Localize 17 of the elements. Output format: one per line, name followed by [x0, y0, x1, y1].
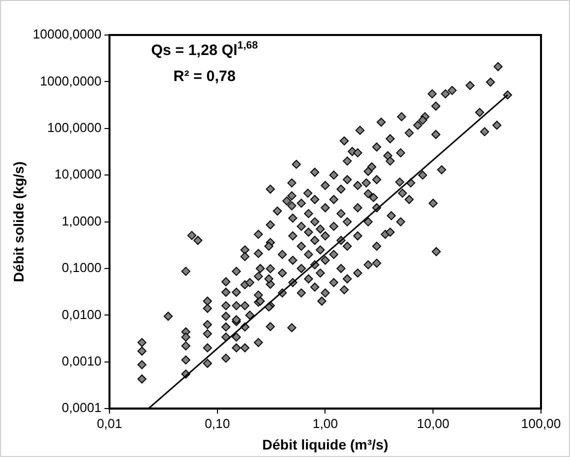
x-tick-label: 0,01: [96, 416, 122, 431]
y-tick-label: 10000,0000: [32, 26, 102, 42]
y-tick-label: 100,0000: [47, 120, 102, 135]
y-tick-label: 0,0100: [62, 306, 102, 322]
y-tick-label: 0,0010: [62, 353, 102, 368]
x-tick-label: 100,00: [521, 416, 561, 431]
x-tick-label: 0,10: [204, 416, 230, 431]
x-tick-label: 10,00: [416, 416, 450, 431]
y-axis-title: Débit solide (kg/s): [10, 162, 26, 282]
annotation: R² = 0,78: [173, 68, 236, 85]
x-axis-title: Débit liquide (m³/s): [262, 436, 388, 452]
y-tick-label: 1,0000: [62, 213, 102, 228]
y-tick-label: 0,1000: [62, 260, 102, 276]
y-tick-label: 0,0001: [62, 400, 102, 416]
y-tick-label: 1000,0000: [40, 73, 102, 88]
x-tick-label: 1,00: [312, 416, 338, 431]
y-tick-label: 10,0000: [54, 166, 102, 182]
